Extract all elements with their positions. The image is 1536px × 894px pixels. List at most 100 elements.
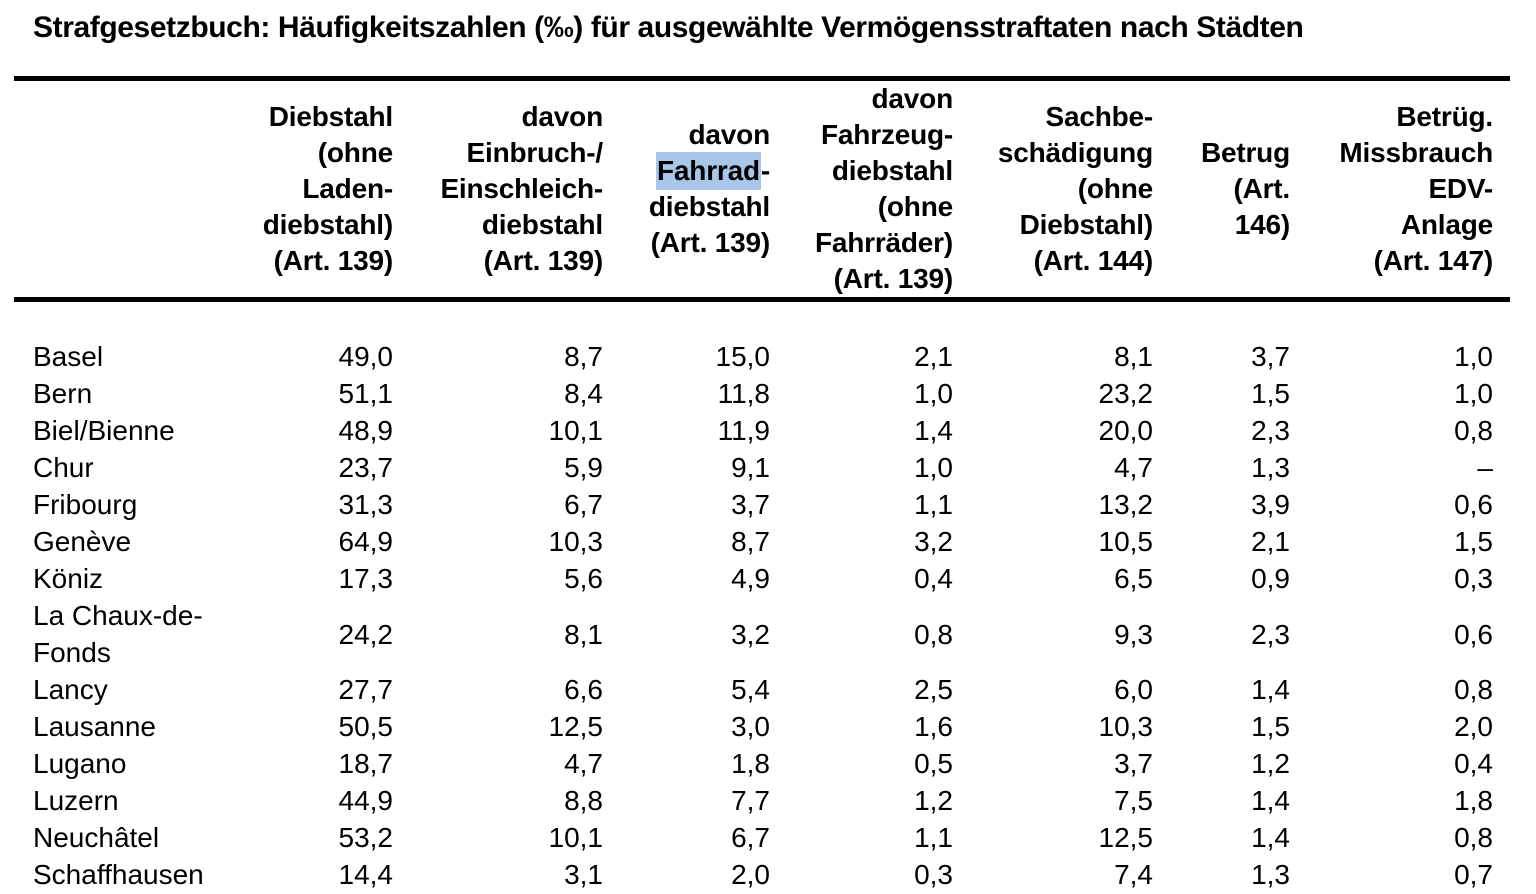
- value-cell: 8,7: [564, 341, 603, 372]
- col-header-fahrrad-diebstahl: davon Fahrrad-diebstahl (Art. 139): [648, 119, 770, 258]
- value-cell: 8,4: [564, 378, 603, 409]
- city-cell: Neuchâtel: [33, 822, 160, 853]
- table-row: Lugano 18,7 4,7 1,8 0,5 3,7 1,2 0,4: [14, 745, 1510, 782]
- value-cell: 0,8: [1454, 674, 1493, 705]
- value-cell: 1,5: [1251, 378, 1290, 409]
- city-cell: Fribourg: [33, 489, 138, 520]
- col-header-betrug-missbrauch-edv: Betrüg. Missbrauch EDV- Anlage (Art. 147): [1339, 101, 1493, 276]
- value-cell: 0,6: [1454, 489, 1493, 520]
- city-cell: Lancy: [33, 674, 108, 705]
- value-cell: 1,5: [1454, 526, 1493, 557]
- value-cell: 0,9: [1251, 563, 1290, 594]
- value-cell: 11,9: [717, 415, 770, 446]
- value-cell: 1,2: [914, 785, 953, 816]
- value-cell: 44,9: [338, 785, 394, 816]
- value-cell: 5,4: [731, 674, 770, 705]
- value-cell: 3,7: [731, 489, 770, 520]
- value-cell: 1,0: [914, 378, 953, 409]
- table-row: Neuchâtel 53,2 10,1 6,7 1,1 12,5 1,4 0,8: [14, 819, 1510, 856]
- value-cell: 0,3: [1454, 563, 1493, 594]
- value-cell: 4,9: [731, 563, 770, 594]
- value-cell: 27,7: [338, 674, 394, 705]
- value-cell: 12,5: [548, 711, 604, 742]
- value-cell: 7,4: [1114, 859, 1153, 890]
- value-cell: 1,3: [1251, 859, 1290, 890]
- value-cell: 1,8: [731, 748, 770, 779]
- value-cell: 24,2: [338, 618, 394, 650]
- value-cell: 10,1: [548, 415, 604, 446]
- value-cell: 0,8: [1454, 822, 1493, 853]
- value-cell: 1,3: [1251, 452, 1290, 483]
- value-cell: 3,0: [731, 711, 770, 742]
- value-cell: 0,3: [914, 859, 953, 890]
- value-cell: 0,6: [1454, 618, 1493, 650]
- value-cell: 1,4: [1251, 674, 1290, 705]
- value-cell: 6,5: [1114, 563, 1153, 594]
- value-cell: 5,9: [564, 452, 603, 483]
- value-cell: 2,1: [1251, 526, 1290, 557]
- value-cell: 15,0: [715, 341, 771, 372]
- value-cell: 8,1: [1114, 341, 1153, 372]
- header-text-segment: -: [760, 155, 770, 186]
- table-row: Fribourg 31,3 6,7 3,7 1,1 13,2 3,9 0,6: [14, 486, 1510, 523]
- table-header: Diebstahl (ohne Laden-diebstahl) (Art. 139)…: [14, 79, 1510, 300]
- table-row: Köniz 17,3 5,6 4,9 0,4 6,5 0,9 0,3: [14, 560, 1510, 597]
- value-cell: 1,0: [1454, 378, 1493, 409]
- value-cell: 8,1: [564, 618, 603, 650]
- value-cell: 6,7: [564, 489, 603, 520]
- value-cell: 3,9: [1251, 489, 1290, 520]
- city-cell: Biel/Bienne: [33, 415, 175, 446]
- value-cell: 50,5: [338, 711, 394, 742]
- value-cell: 64,9: [338, 526, 394, 557]
- value-cell: 1,0: [914, 452, 953, 483]
- value-cell: 0,7: [1454, 859, 1493, 890]
- value-cell: 1,4: [914, 415, 953, 446]
- value-cell: 18,7: [338, 748, 394, 779]
- value-cell: 3,2: [731, 618, 770, 650]
- value-cell: 13,2: [1098, 489, 1154, 520]
- city-cell: Lausanne: [33, 711, 157, 742]
- value-cell: 1,0: [1454, 341, 1493, 372]
- value-cell: 2,3: [1251, 415, 1290, 446]
- crime-stats-table: Diebstahl (ohne Laden-diebstahl) (Art. 139)…: [14, 76, 1510, 893]
- header-row: Diebstahl (ohne Laden-diebstahl) (Art. 139)…: [14, 79, 1510, 300]
- col-header-diebstahl: Diebstahl (ohne Laden-diebstahl) (Art. 139): [262, 101, 393, 276]
- city-cell: Bern: [33, 378, 93, 409]
- table-row: Lausanne 50,5 12,5 3,0 1,6 10,3 1,5 2,0: [14, 708, 1510, 745]
- value-cell: 9,1: [731, 452, 770, 483]
- value-cell: 2,3: [1251, 618, 1290, 650]
- value-cell: 1,2: [1251, 748, 1290, 779]
- value-cell: 0,4: [914, 563, 953, 594]
- spacer-row: [14, 300, 1510, 339]
- value-cell: 4,7: [564, 748, 603, 779]
- city-cell: Basel: [33, 341, 104, 372]
- value-cell: 1,8: [1454, 785, 1493, 816]
- value-cell: 1,1: [914, 822, 953, 853]
- value-cell: 10,3: [1098, 711, 1154, 742]
- value-cell: 20,0: [1098, 415, 1154, 446]
- value-cell: 7,7: [731, 785, 770, 816]
- value-cell: 17,3: [338, 563, 394, 594]
- col-header-sachbeschaedigung: Sachbe-schädigung (ohne Diebstahl) (Art. 14…: [997, 101, 1153, 276]
- table-row: La Chaux-de-Fonds 24,2 8,1 3,2 0,8 9,3 2,3 0,6: [14, 597, 1510, 671]
- col-header-city: [14, 79, 225, 300]
- text-selection-highlight: Fahrrad: [656, 152, 761, 190]
- table-row: Lancy 27,7 6,6 5,4 2,5 6,0 1,4 0,8: [14, 671, 1510, 708]
- table-row: Biel/Bienne 48,9 10,1 11,9 1,4 20,0 2,3 0,8: [14, 412, 1510, 449]
- value-cell: 11,8: [717, 378, 770, 409]
- value-cell: 2,1: [914, 341, 953, 372]
- value-cell: 1,4: [1251, 785, 1290, 816]
- city-cell: Köniz: [33, 563, 104, 594]
- col-header-fahrzeug-diebstahl: davon Fahrzeug-diebstahl (ohne Fahrräder) (A…: [814, 83, 953, 294]
- value-cell: 8,8: [564, 785, 603, 816]
- value-cell: 5,6: [564, 563, 603, 594]
- page-title: Strafgesetzbuch: Häufigkeitszahlen (‰) f…: [33, 11, 1304, 44]
- value-cell: 7,5: [1114, 785, 1153, 816]
- value-cell: 1,6: [914, 711, 953, 742]
- table-body: Basel 49,0 8,7 15,0 2,1 8,1 3,7 1,0 Bern 51,1 8,4 1…: [14, 300, 1510, 894]
- value-cell: 14,4: [338, 859, 394, 890]
- table-row: Bern 51,1 8,4 11,8 1,0 23,2 1,5 1,0: [14, 375, 1510, 412]
- value-cell: 48,9: [338, 415, 394, 446]
- value-cell: 0,8: [1454, 415, 1493, 446]
